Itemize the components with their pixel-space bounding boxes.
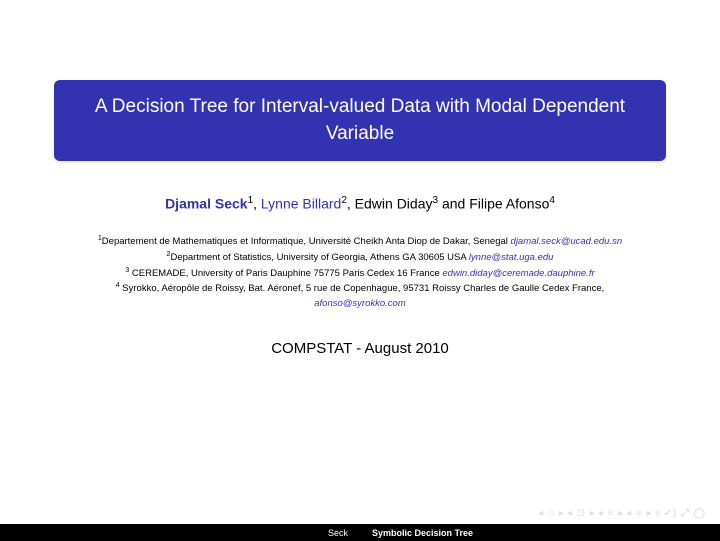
author-2: Lynne Billard [261, 196, 341, 212]
author-1: Djamal Seck [165, 196, 248, 212]
slide-title: A Decision Tree for Interval-valued Data… [74, 94, 646, 147]
nav-group-2[interactable]: ◂ ⊡ ▸ [567, 508, 596, 519]
author-3: Edwin Diday [355, 196, 433, 212]
author-4-sup: 4 [549, 195, 555, 206]
email-2: lynne@stat.uga.edu [469, 252, 554, 263]
nav-group-6[interactable]: ✓) ⤢ ◯ [664, 508, 706, 519]
email-4: afonso@syrokko.com [314, 298, 405, 309]
title-block: A Decision Tree for Interval-valued Data… [54, 80, 666, 161]
affiliation-4: 4 Syrokko, Aéropôle de Roissy, Bat. Aéro… [56, 281, 664, 297]
affiliation-1: 1Departement de Mathematiques et Informa… [56, 234, 664, 250]
beamer-slide: A Decision Tree for Interval-valued Data… [0, 0, 720, 541]
email-1: djamal.seck@ucad.edu.sn [511, 236, 623, 247]
affiliation-4-email: afonso@syrokko.com [56, 297, 664, 312]
footer-author: Seck [0, 528, 360, 538]
email-3: edwin.diday@ceremade.dauphine.fr [442, 268, 594, 279]
authors-line: Djamal Seck1, Lynne Billard2, Edwin Dida… [48, 195, 672, 212]
footer-bar: Seck Symbolic Decision Tree [0, 524, 720, 541]
footer-title: Symbolic Decision Tree [360, 528, 720, 538]
nav-group-5[interactable]: ≡ [655, 508, 662, 519]
nav-group-1[interactable]: ◂ □ ▸ [538, 508, 565, 519]
affiliation-3: 3 CEREMADE, University of Paris Dauphine… [56, 266, 664, 282]
affiliation-2: 2Department of Statistics, University of… [56, 250, 664, 266]
author-4: Filipe Afonso [469, 196, 549, 212]
nav-group-4[interactable]: ◂ ≡ ▸ [626, 508, 652, 519]
nav-group-3[interactable]: ◂ ≡ ▸ [598, 508, 624, 519]
venue-line: COMPSTAT - August 2010 [48, 340, 672, 357]
affiliations-block: 1Departement de Mathematiques et Informa… [56, 234, 664, 312]
beamer-nav-icons[interactable]: ◂ □ ▸ ◂ ⊡ ▸ ◂ ≡ ▸ ◂ ≡ ▸ ≡ ✓) ⤢ ◯ [538, 508, 706, 519]
